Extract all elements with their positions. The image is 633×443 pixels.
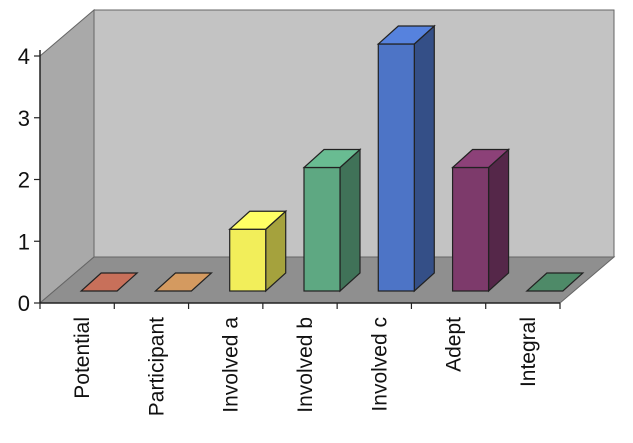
bar-side [487,148,510,293]
bar-front [229,228,267,292]
bar-side [339,148,361,293]
x-tick-label: Adept [443,317,466,372]
bar [451,148,511,293]
bar-front [451,166,490,292]
y-tick-labels: 0 1 2 3 4 [18,44,30,316]
x-tick-label: Involved c [368,317,391,412]
bar [228,209,288,293]
bar-side [413,24,435,293]
bar-flat [525,272,585,292]
x-tick-label: Involved a [220,317,243,413]
bar-flat [79,272,139,292]
x-tick-label: Participant [145,317,168,416]
bar-top [376,25,436,45]
bar-top [228,210,288,230]
axes [34,50,561,309]
x-tick-label: Involved b [294,317,317,413]
bar-front [377,43,415,292]
bars [79,24,585,293]
y-tick-label: 0 [18,291,30,316]
bar-front [303,166,341,292]
bar-top [451,148,511,169]
bar-flat [153,272,213,292]
y-tick-label: 1 [18,229,30,254]
side-wall [39,8,95,305]
y-tick-label: 4 [18,44,30,69]
bar [525,272,585,292]
y-tick-label: 3 [18,106,30,131]
bar [302,148,362,293]
bar [376,24,436,293]
bar [79,272,139,292]
x-tick-label: Integral [517,317,540,387]
bar [153,272,213,292]
x-tick-labels: Potential Participant Involved a Involved b… [71,317,540,417]
x-tick-label: Potential [71,317,94,399]
bar-top [302,148,362,169]
y-tick-label: 2 [18,168,30,193]
